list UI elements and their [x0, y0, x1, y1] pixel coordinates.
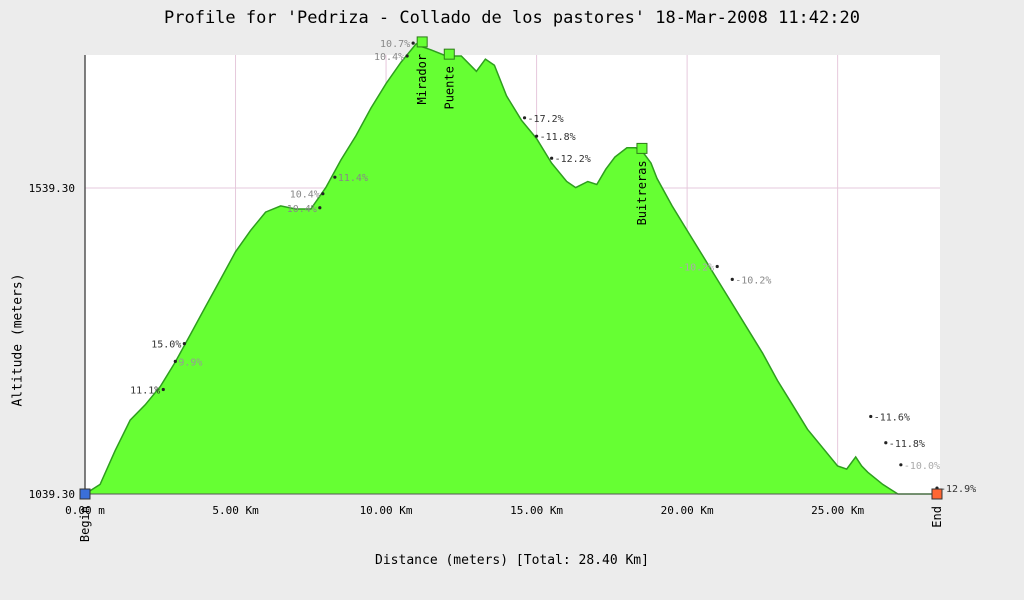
waypoint-marker	[416, 36, 428, 48]
x-axis-label: Distance (meters) [Total: 28.40 Km]	[375, 553, 649, 568]
waypoint-marker	[79, 488, 91, 500]
slope-marker	[534, 134, 539, 138]
slope-marker	[869, 414, 873, 419]
waypoint-label: Puente	[442, 66, 456, 109]
slope-label: 11.1%	[130, 386, 160, 397]
slope-label: -10.0%	[904, 461, 940, 472]
x-tick-label: 25.00 Km	[811, 504, 864, 517]
slope-label: -12.2%	[555, 154, 591, 165]
profile-area	[85, 43, 940, 495]
slope-marker	[715, 264, 719, 269]
slope-label: 15.0%	[151, 340, 181, 351]
y-tick-label: 1039.30	[29, 488, 75, 501]
slope-label: 10.4%	[374, 52, 404, 63]
x-tick-label: 10.00 Km	[360, 504, 413, 517]
waypoint-label: End	[930, 506, 944, 528]
slope-label: -11.6%	[874, 412, 910, 423]
slope-marker	[899, 463, 903, 467]
slope-marker	[411, 41, 415, 45]
slope-label: -10.2%	[735, 275, 771, 286]
slope-marker	[522, 116, 527, 120]
slope-label: 9.9%	[178, 357, 202, 368]
y-tick-label: 1539.30	[29, 182, 75, 195]
slope-label: 10.4%	[287, 204, 317, 215]
x-tick-label: 15.00 Km	[510, 504, 563, 517]
slope-marker	[161, 387, 165, 392]
slope-label: -12.9%	[940, 484, 976, 495]
waypoint-label: Begin	[78, 506, 92, 542]
slope-marker	[182, 342, 186, 346]
slope-label: -11.8%	[889, 439, 925, 450]
slope-marker	[321, 192, 325, 196]
slope-label: 10.7%	[380, 39, 410, 50]
x-tick-label: 20.00 Km	[661, 504, 714, 517]
slope-label: -17.2%	[528, 114, 564, 125]
waypoint-label: Buitreras	[635, 160, 649, 225]
waypoint-marker	[636, 142, 648, 154]
slope-marker	[550, 156, 554, 160]
slope-marker	[333, 175, 337, 179]
slope-marker	[730, 277, 734, 281]
waypoint-label: Mirador	[415, 54, 429, 105]
slope-label: -10.2%	[678, 263, 714, 274]
slope-label: 11.4%	[338, 173, 368, 184]
waypoint-marker	[443, 48, 455, 60]
x-tick-label: 0.00 m	[65, 504, 105, 517]
slope-marker	[318, 206, 322, 210]
slope-label: -11.8%	[540, 132, 576, 143]
slope-marker	[884, 441, 888, 445]
slope-marker	[405, 54, 409, 58]
x-tick-label: 5.00 Km	[212, 504, 259, 517]
waypoint-marker	[931, 488, 943, 500]
chart-title: Profile for 'Pedriza - Collado de los pa…	[164, 8, 860, 28]
profile-line	[84, 42, 940, 495]
slope-marker	[173, 359, 177, 363]
slope-label: 10.4%	[290, 190, 320, 201]
